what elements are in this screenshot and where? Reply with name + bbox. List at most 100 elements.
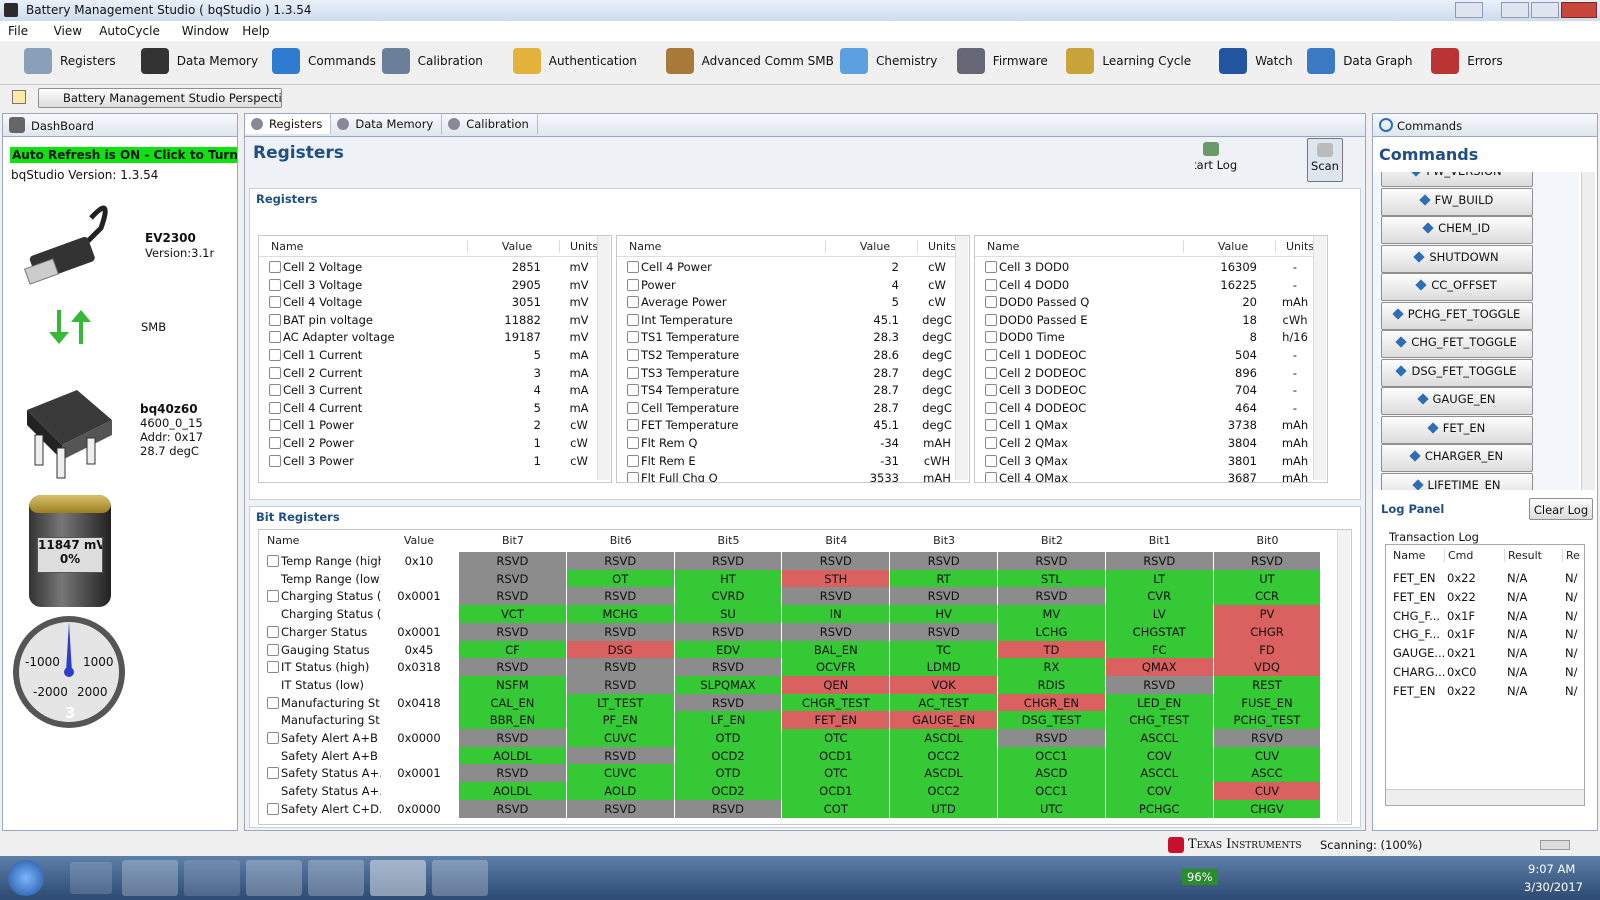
- command-icon: [1410, 172, 1423, 177]
- toolbar-button[interactable]: Chemistry: [840, 45, 941, 77]
- bit-flag: MCHG: [566, 605, 674, 624]
- commands-tab[interactable]: Commands: [1397, 119, 1463, 133]
- taskbar-app[interactable]: [70, 862, 112, 894]
- expand-toggle[interactable]: [267, 590, 279, 603]
- bit-flag: COV: [1105, 746, 1213, 766]
- bit-flag: RSVD: [566, 799, 674, 819]
- command-icon: [1411, 478, 1424, 490]
- editor-tab[interactable]: Data Memory: [331, 114, 443, 134]
- table-scrollbar[interactable]: [955, 236, 968, 480]
- toolbar-button[interactable]: Learning Cycle: [1066, 45, 1203, 77]
- expand-toggle[interactable]: [267, 732, 279, 744]
- toolbar-button[interactable]: Advanced Comm SMB: [665, 45, 834, 77]
- command-button[interactable]: CHEM_ID: [1381, 216, 1533, 244]
- log-scrollbar[interactable]: [1386, 789, 1584, 805]
- command-label: DSG_FET_TOGGLE: [1411, 363, 1517, 378]
- command-button[interactable]: FW_BUILD: [1381, 187, 1533, 216]
- expand-toggle[interactable]: [267, 802, 279, 815]
- command-button[interactable]: CC_OFFSET: [1381, 273, 1533, 301]
- gauge-value: 3: [65, 704, 76, 722]
- register-unit: cWH: [923, 453, 951, 468]
- dashboard-tab[interactable]: DashBoard: [31, 119, 94, 133]
- close-button[interactable]: [1561, 2, 1597, 18]
- auto-refresh-toggle[interactable]: Auto Refresh is ON - Click to Turn OFF: [10, 147, 237, 163]
- toolbar-icon: [1307, 48, 1336, 74]
- bit-flag: RSVD: [566, 658, 674, 677]
- register-unit: degC: [922, 418, 952, 433]
- editor-action[interactable]: Start Log: [1195, 138, 1239, 180]
- register-unit: cW: [928, 260, 946, 274]
- editor-tab[interactable]: Calibration: [442, 114, 538, 134]
- toolbar-button[interactable]: Data Memory: [140, 45, 258, 77]
- taskbar-app[interactable]: [184, 860, 240, 896]
- command-button[interactable]: FET_EN: [1381, 415, 1533, 444]
- expand-toggle[interactable]: [267, 767, 279, 780]
- taskbar-app[interactable]: [308, 860, 364, 896]
- expand-toggle[interactable]: [267, 555, 279, 567]
- row-icon: [985, 437, 997, 449]
- toolbar-button[interactable]: Authentication: [512, 45, 650, 77]
- command-button[interactable]: CHARGER_EN: [1381, 444, 1533, 472]
- menu-item[interactable]: View: [53, 24, 83, 38]
- taskbar-app[interactable]: [432, 860, 488, 896]
- log-cell: N/A: [1507, 608, 1528, 623]
- scan-status: Scanning: (100%): [1320, 838, 1423, 852]
- command-button[interactable]: SHUTDOWN: [1381, 244, 1533, 273]
- toolbar-button[interactable]: Data Graph: [1307, 45, 1415, 77]
- bit-flag: RSVD: [890, 587, 997, 607]
- taskbar-app[interactable]: [122, 860, 178, 896]
- device-line: Addr: 0x17: [140, 430, 204, 444]
- toolbar-button[interactable]: Registers: [24, 45, 125, 77]
- clock-time[interactable]: 9:07 AM: [1528, 862, 1576, 876]
- minimize-button[interactable]: [1501, 2, 1529, 18]
- table-scrollbar[interactable]: [1313, 236, 1326, 480]
- menu-item[interactable]: AutoCycle: [99, 24, 160, 38]
- clear-log-button[interactable]: Clear Log: [1529, 498, 1593, 520]
- editor-action[interactable]: Scan: [1307, 138, 1343, 182]
- open-perspective[interactable]: [12, 90, 26, 104]
- start-button[interactable]: [8, 860, 44, 896]
- taskbar-app[interactable]: [246, 860, 302, 896]
- table-scrollbar[interactable]: [1337, 530, 1350, 822]
- row-icon: [985, 331, 997, 344]
- toolbar-button[interactable]: Watch: [1219, 45, 1293, 77]
- register-value: 16309: [1220, 260, 1257, 274]
- expand-toggle[interactable]: [267, 696, 279, 709]
- expand-toggle[interactable]: [267, 625, 279, 638]
- register-name: TS2 Temperature: [641, 348, 740, 362]
- command-button[interactable]: CHG_FET_TOGGLE: [1381, 330, 1533, 358]
- command-button[interactable]: GAUGE_EN: [1381, 387, 1533, 415]
- table-scrollbar[interactable]: [597, 236, 610, 480]
- perspective-button[interactable]: Battery Management Studio Perspective: [38, 88, 282, 108]
- register-name: Cell 4 DOD0: [999, 277, 1070, 292]
- register-value: 0x0001: [397, 624, 441, 639]
- command-button[interactable]: PCHG_FET_TOGGLE: [1381, 301, 1533, 330]
- toolbar-icon: [665, 48, 694, 74]
- menu-item[interactable]: Window: [181, 24, 230, 38]
- command-button[interactable]: FW_VERSION: [1381, 172, 1533, 187]
- restore-button[interactable]: [1455, 2, 1483, 18]
- menu-item[interactable]: File: [8, 24, 29, 38]
- bit-flag: OCC2: [890, 782, 997, 801]
- toolbar-button[interactable]: Errors: [1431, 45, 1510, 77]
- expand-toggle[interactable]: [267, 661, 279, 674]
- row-icon: [627, 401, 639, 414]
- maximize-button[interactable]: [1531, 2, 1559, 18]
- command-button[interactable]: LIFETIME_EN: [1381, 472, 1533, 490]
- menu-item[interactable]: Help: [242, 24, 270, 38]
- register-name: Flt Full Chg Q: [641, 471, 718, 483]
- command-button[interactable]: DSG_FET_TOGGLE: [1381, 358, 1533, 387]
- command-scrollbar[interactable]: [1581, 172, 1595, 490]
- bit-flag: DSG_TEST: [998, 711, 1105, 730]
- editor-tab[interactable]: Registers: [245, 114, 332, 134]
- taskbar-app[interactable]: [370, 860, 426, 896]
- battery-indicator[interactable]: 96%: [1182, 869, 1218, 885]
- expand-toggle[interactable]: [267, 643, 279, 656]
- toolbar-button[interactable]: Calibration: [381, 45, 497, 77]
- command-icon: [1392, 307, 1404, 320]
- tab-label: Registers: [269, 117, 323, 131]
- clock-date[interactable]: 3/30/2017: [1524, 880, 1583, 894]
- register-name: FET Temperature: [641, 418, 739, 433]
- toolbar-button[interactable]: Firmware: [956, 45, 1051, 77]
- toolbar-button[interactable]: Commands: [272, 45, 376, 77]
